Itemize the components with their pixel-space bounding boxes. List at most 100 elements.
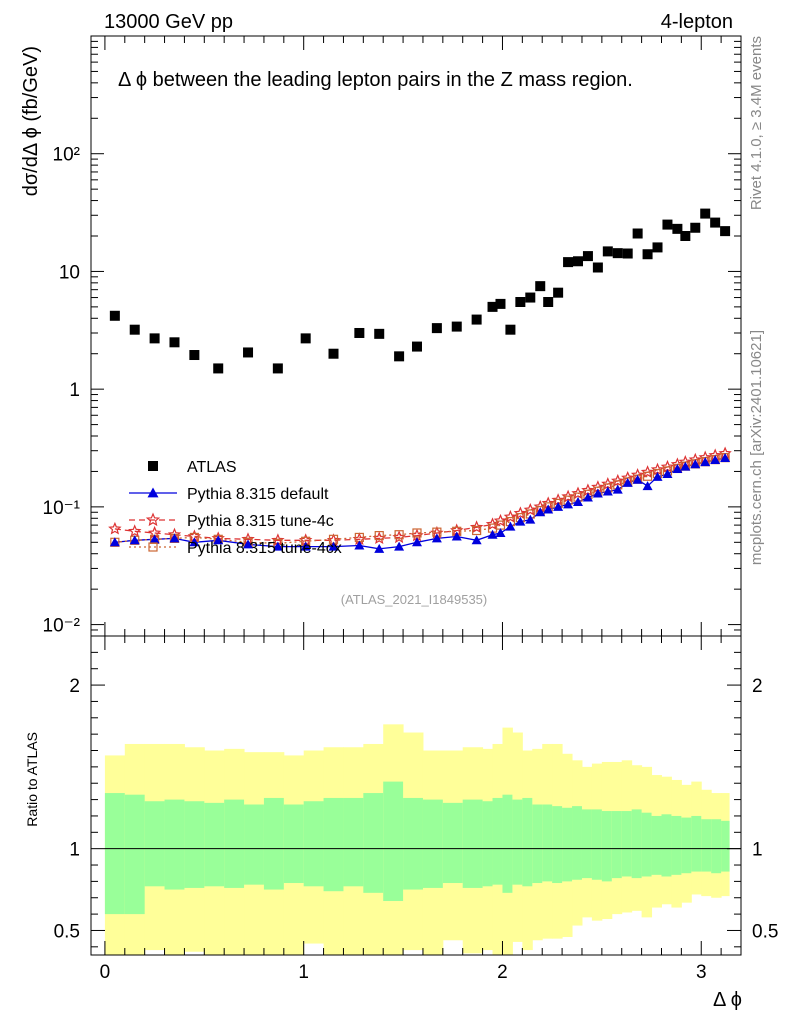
inner-band-bin: [552, 806, 563, 884]
mcplots-label: mcplots.cern.ch [arXiv:2401.10621]: [748, 330, 765, 565]
inner-band-bin: [721, 820, 730, 872]
point-default: [642, 481, 653, 491]
point-default: [129, 535, 140, 545]
point-default: [487, 529, 498, 539]
point-tune4c: [503, 509, 518, 523]
point-default: [563, 499, 574, 509]
point-atlas: [535, 281, 546, 292]
point-atlas: [720, 226, 731, 237]
watermark: (ATLAS_2021_I1849535): [341, 592, 487, 607]
inner-band-bin: [502, 794, 513, 893]
point-atlas: [213, 363, 224, 374]
inner-band-bin: [572, 806, 583, 880]
inner-band-bin: [124, 794, 146, 915]
point-tune4c: [610, 473, 625, 487]
point-atlas: [394, 351, 405, 362]
inner-band-bin: [263, 797, 285, 890]
point-atlas: [411, 341, 422, 352]
inner-band-bin: [601, 811, 613, 882]
inner-band-bin: [581, 809, 593, 879]
point-default: [495, 527, 506, 537]
point-atlas: [622, 248, 633, 259]
ratio-y-tick-label-right: 1: [752, 840, 763, 861]
point-atlas: [149, 333, 160, 344]
point-atlas: [700, 208, 711, 219]
point-default: [535, 507, 546, 517]
ratio-y-tick-label-right: 2: [752, 676, 763, 697]
point-default: [505, 521, 516, 531]
inner-band-bin: [144, 801, 166, 887]
legend-marker-tune4c: [145, 512, 161, 527]
point-default: [700, 457, 711, 467]
point-atlas: [272, 363, 283, 374]
inner-band-bin: [482, 801, 494, 887]
data-markers: [108, 208, 732, 553]
point-atlas: [495, 298, 506, 309]
point-default: [652, 471, 663, 481]
y-axis-label: dσ/dΔ ϕ (fb/GeV): [20, 46, 42, 196]
axes: 10⁻² 10⁻¹ 1 10 10² 0 1 2 3 0.5 0.5 1 1 2 2: [43, 35, 778, 983]
point-atlas: [642, 249, 653, 260]
point-default: [602, 486, 613, 496]
inner-band-bin: [363, 793, 384, 893]
legend-label-default: Pythia 8.315 default: [187, 486, 329, 503]
inner-band-bin: [562, 807, 573, 882]
legend-label-atlas: ATLAS: [187, 459, 237, 476]
x-tick-label: 1: [298, 962, 309, 983]
inner-band-bin: [244, 804, 265, 885]
point-default: [109, 537, 120, 547]
point-atlas: [471, 314, 482, 325]
header-right: 4-lepton: [661, 11, 733, 33]
ratio-y-axis-label: Ratio to ATLAS: [24, 732, 40, 827]
point-tune4c: [108, 521, 122, 535]
point-default: [720, 453, 731, 463]
inner-band-bin: [631, 809, 643, 879]
point-default: [710, 455, 721, 465]
x-axis-label: Δ ϕ: [713, 989, 742, 1011]
point-default: [451, 531, 462, 541]
point-tune4c: [493, 513, 508, 527]
y-tick-label: 10: [59, 262, 80, 283]
point-atlas: [543, 297, 554, 308]
point-default: [431, 533, 442, 543]
point-default: [573, 497, 584, 507]
inner-band-bin: [641, 812, 653, 877]
point-tune4cx: [412, 528, 422, 538]
point-tune4c: [571, 486, 585, 500]
point-default: [690, 459, 701, 469]
inner-band-bin: [164, 799, 185, 890]
point-atlas: [354, 327, 365, 338]
point-default: [582, 492, 593, 502]
inner-band-bin: [591, 809, 603, 880]
inner-band-bin: [403, 797, 424, 890]
point-default: [592, 488, 603, 498]
point-tune4cx: [642, 471, 653, 481]
legend-marker-tune4cx: [148, 542, 158, 552]
inner-band-bin: [611, 811, 623, 879]
inner-band-bin: [442, 802, 464, 884]
point-atlas: [690, 222, 701, 233]
point-tune4cx: [394, 530, 404, 540]
point-atlas: [328, 348, 339, 359]
point-atlas: [612, 248, 623, 259]
point-default: [622, 477, 633, 487]
point-atlas: [672, 223, 683, 234]
ratio-y-tick-label-right: 0.5: [752, 921, 778, 942]
point-tune4c: [640, 465, 655, 478]
inner-band-bin: [383, 781, 404, 902]
point-default: [300, 541, 311, 551]
point-default: [672, 463, 683, 473]
inner-band-bin: [711, 819, 722, 874]
inner-band-bin: [343, 797, 364, 887]
point-atlas: [582, 251, 593, 262]
inner-band-bin: [323, 797, 344, 892]
point-default: [213, 535, 224, 545]
point-default: [471, 535, 482, 545]
inner-band-bin: [691, 815, 702, 872]
legend-marker-default: [147, 487, 159, 498]
y-tick-label: 1: [69, 380, 80, 401]
header-left: 13000 GeV pp: [104, 11, 233, 33]
point-atlas: [652, 242, 663, 253]
point-atlas: [431, 323, 442, 334]
inner-band-bin: [283, 804, 305, 884]
